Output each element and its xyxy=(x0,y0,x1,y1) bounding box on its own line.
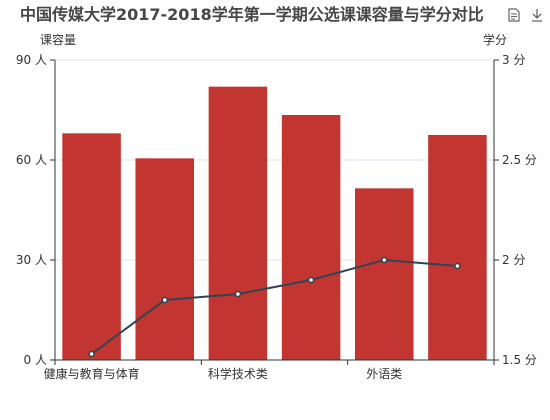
y-left-tick-label: 30 人 xyxy=(16,253,47,267)
bar[interactable] xyxy=(354,188,414,360)
line-point[interactable] xyxy=(454,262,461,270)
line-point[interactable] xyxy=(161,296,168,304)
bar[interactable] xyxy=(208,86,268,361)
y-axis-left-name: 课容量 xyxy=(40,32,76,47)
y-right-tick-label: 1.5 分 xyxy=(502,353,537,367)
y-right-tick-label: 3 分 xyxy=(502,53,525,67)
bar[interactable] xyxy=(62,133,121,360)
grid-lines xyxy=(55,59,494,261)
download-icon[interactable] xyxy=(530,8,544,22)
y-left-tick-label: 60 人 xyxy=(16,153,47,167)
line-point[interactable] xyxy=(88,350,95,358)
x-tick-label: 健康与教育与体育 xyxy=(44,366,140,381)
y-axis-left-ticks: 0 人 30 人 60 人 90 人 xyxy=(16,53,55,367)
data-view-icon[interactable] xyxy=(507,8,521,22)
line-path xyxy=(90,258,458,355)
y-axis-right-ticks: 1.5 分 2 分 2.5 分 3 分 xyxy=(494,53,537,367)
y-left-tick-label: 90 人 xyxy=(16,53,47,67)
line-point[interactable] xyxy=(234,290,242,298)
axes xyxy=(54,60,495,361)
x-axis-ticks: 健康与教育与体育 科学技术类 外语类 xyxy=(44,360,495,381)
y-axis-right-name: 学分 xyxy=(483,32,507,47)
y-right-tick-label: 2.5 分 xyxy=(502,153,537,167)
bar[interactable] xyxy=(428,135,487,360)
y-left-tick-label: 0 人 xyxy=(24,353,47,367)
line-point[interactable] xyxy=(381,256,388,264)
bar[interactable] xyxy=(281,115,341,360)
chart-title: 中国传媒大学2017-2018学年第一学期公选课课容量与学分对比 xyxy=(20,5,484,24)
x-tick-label: 外语类 xyxy=(366,367,402,381)
bar-series[interactable] xyxy=(62,86,487,361)
y-right-tick-label: 2 分 xyxy=(502,253,525,267)
line-point[interactable] xyxy=(307,276,315,284)
x-tick-label: 科学技术类 xyxy=(208,366,268,381)
bar[interactable] xyxy=(135,158,195,360)
line-series[interactable] xyxy=(88,256,461,358)
